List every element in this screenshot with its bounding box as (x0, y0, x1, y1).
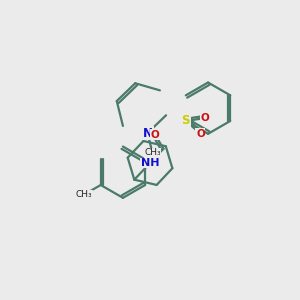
Text: S: S (182, 115, 190, 128)
Text: O: O (201, 113, 209, 123)
Text: NH: NH (141, 158, 159, 168)
Text: N: N (142, 127, 153, 140)
Text: CH₃: CH₃ (144, 148, 161, 157)
Text: CH₃: CH₃ (76, 190, 92, 199)
Text: O: O (151, 130, 160, 140)
Text: O: O (196, 129, 205, 139)
